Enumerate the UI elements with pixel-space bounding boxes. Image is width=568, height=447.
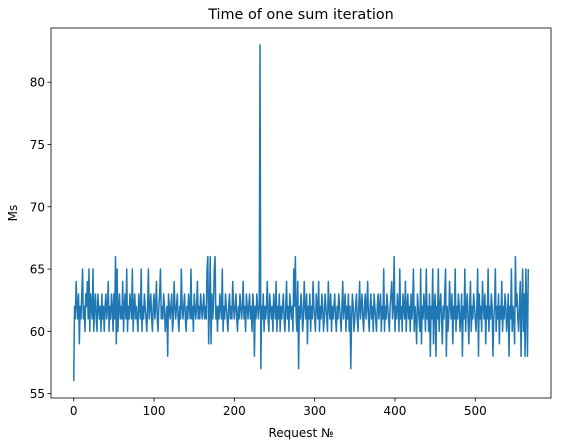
x-tick-label: 200 — [223, 404, 246, 418]
y-tick-label: 70 — [30, 200, 45, 214]
x-tick-label: 400 — [384, 404, 407, 418]
x-axis-label: Request № — [268, 426, 333, 440]
chart-title: Time of one sum iteration — [207, 7, 394, 23]
plot-frame — [50, 27, 552, 399]
x-tick-label: 500 — [464, 404, 487, 418]
y-tick-label: 60 — [30, 325, 45, 339]
y-tick-label: 80 — [30, 76, 45, 90]
line-series — [72, 44, 530, 382]
y-tick-label: 55 — [30, 387, 45, 401]
x-tick-label: 300 — [303, 404, 326, 418]
y-tick-label: 75 — [30, 138, 45, 152]
x-tick-label: 100 — [143, 404, 166, 418]
x-tick-label: 0 — [70, 404, 78, 418]
y-axis-label: Ms — [6, 205, 20, 222]
y-tick-label: 65 — [30, 263, 45, 277]
